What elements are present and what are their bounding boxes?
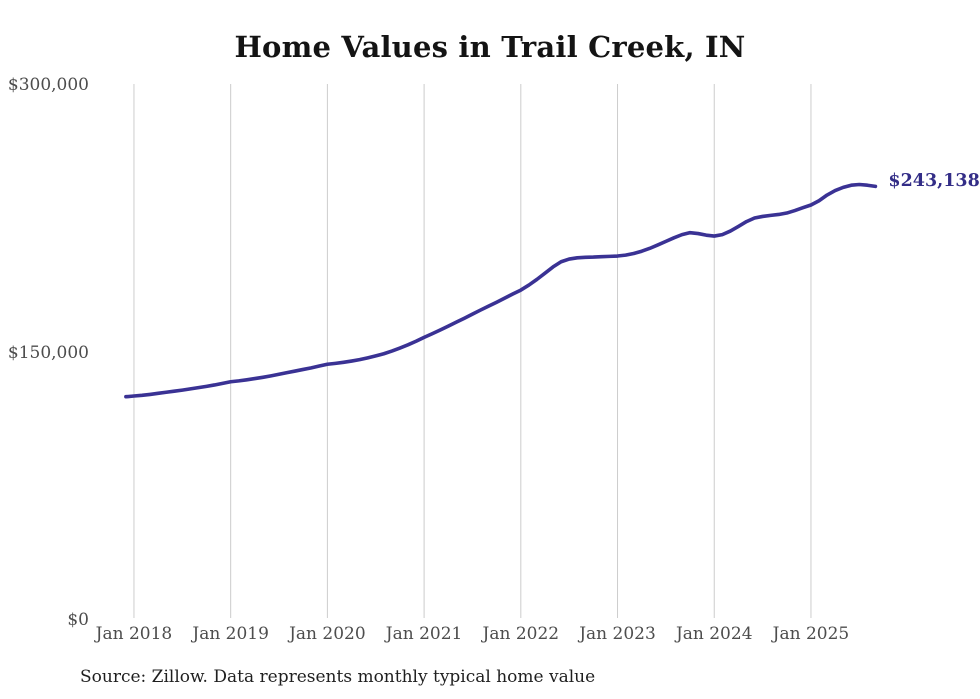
latest-value-label: $243,138 [888,171,980,192]
x-axis-tick-label: Jan 2018 [95,624,173,644]
x-axis-tick-label: Jan 2020 [289,624,366,644]
x-axis-tick-label: Jan 2019 [192,624,269,644]
x-axis-tick-label: Jan 2025 [772,624,850,644]
x-axis-tick-label: Jan 2023 [579,624,656,644]
source-note: Source: Zillow. Data represents monthly … [80,667,596,687]
y-axis-tick-label: $0 [67,610,89,630]
chart-title: Home Values in Trail Creek, IN [234,30,746,64]
x-axis-tick-label: Jan 2021 [385,624,463,644]
x-axis-tick-label: Jan 2024 [675,624,753,644]
home-value-line-series [124,182,878,399]
y-axis-tick-label: $300,000 [7,75,89,95]
x-axis-tick-label: Jan 2022 [482,624,560,644]
y-axis-tick-label: $150,000 [7,342,89,363]
